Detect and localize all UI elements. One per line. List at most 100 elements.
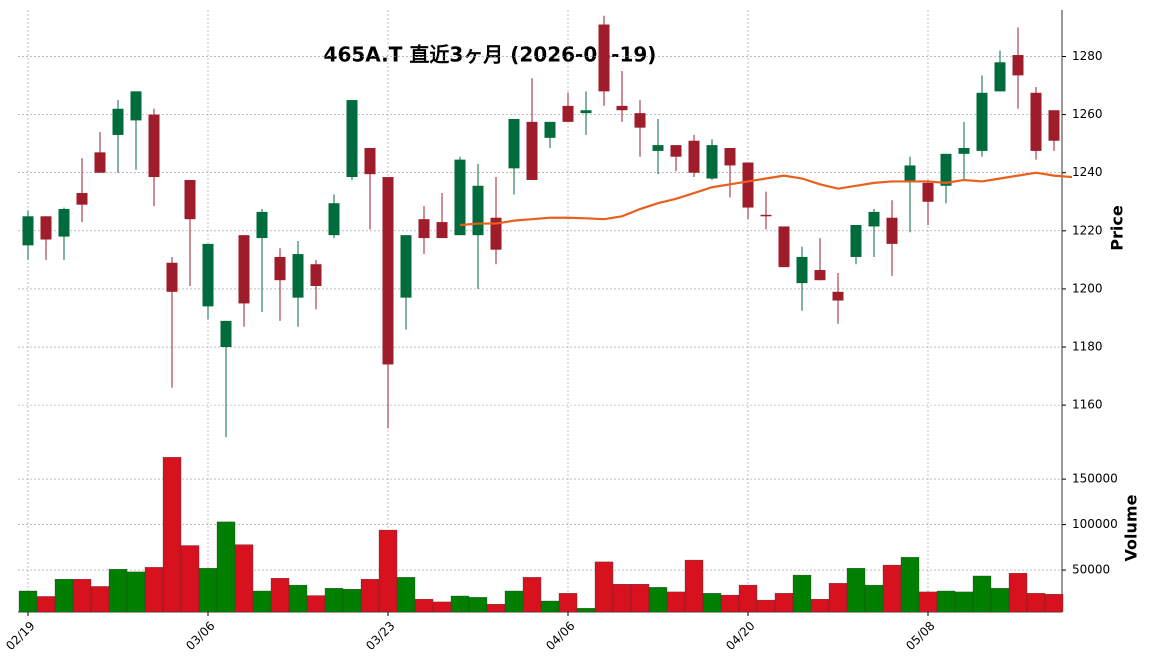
y-tick-label: 1220 (1072, 223, 1103, 237)
volume-bar (504, 590, 524, 613)
y-axis-label: Price (1108, 205, 1127, 251)
candle-body (508, 118, 520, 169)
candle-body (544, 121, 556, 138)
candle-body (1030, 92, 1042, 151)
volume-axis-label: Volume (1122, 494, 1141, 561)
candle-body (112, 108, 124, 135)
volume-bar (36, 596, 56, 613)
candle-body (346, 100, 358, 178)
candle-body (382, 177, 394, 365)
volume-bar (342, 589, 362, 613)
volume-bar (18, 590, 38, 613)
candle-body (400, 235, 412, 298)
volume-bar (864, 584, 884, 613)
candle-body (148, 114, 160, 178)
candle-body (760, 214, 772, 217)
candle-body (688, 140, 700, 173)
volume-bar (378, 529, 398, 613)
volume-bar (414, 599, 434, 613)
volume-bar (288, 584, 308, 613)
candle-body (220, 320, 232, 348)
volume-bar (810, 599, 830, 613)
volume-bar (774, 593, 794, 613)
y-tick-label: 1260 (1072, 107, 1103, 121)
candle-body (886, 217, 898, 244)
volume-bar (468, 597, 488, 613)
candle-body (976, 92, 988, 151)
volume-bar (972, 575, 992, 613)
candle-body (40, 216, 52, 240)
volume-bar (72, 579, 92, 613)
x-tick-label: 05/08 (903, 619, 937, 653)
candle-body (328, 203, 340, 236)
y-tick-label: 1180 (1072, 340, 1103, 354)
candle-body (418, 219, 430, 239)
y-tick-label: 1200 (1072, 281, 1103, 295)
candle-body (616, 105, 628, 111)
x-tick-label: 02/19 (3, 619, 37, 653)
volume-bar (900, 557, 920, 613)
volume-bar (90, 586, 110, 613)
candle-body (922, 182, 934, 202)
volume-bar (108, 569, 128, 613)
candle-body (1048, 110, 1060, 141)
volume-bar (198, 568, 218, 613)
volume-bar (882, 564, 902, 613)
candle-body (76, 193, 88, 205)
volume-bar (54, 579, 74, 613)
candle-body (454, 159, 466, 236)
candle-body (670, 145, 682, 157)
candle-body (742, 162, 754, 208)
candle-body (814, 270, 826, 281)
volume-bar (144, 567, 164, 613)
volume-bar (558, 593, 578, 613)
y-tick-label: 50000 (1072, 563, 1110, 577)
candle-body (652, 145, 664, 151)
volume-bar (1026, 593, 1046, 613)
candle-body (598, 24, 610, 92)
candle-body (202, 243, 214, 307)
volume-bar (1008, 573, 1028, 613)
candle-body (832, 291, 844, 301)
candle-body (364, 148, 376, 175)
volume-bar (594, 561, 614, 613)
candle-body (58, 209, 70, 237)
candle-body (130, 91, 142, 121)
volume-bar (522, 577, 542, 613)
volume-bar (576, 608, 596, 613)
volume-bar (324, 588, 344, 613)
candle-body (256, 211, 268, 239)
volume-bar (162, 457, 182, 613)
candle-body (526, 121, 538, 180)
volume-bar (126, 571, 146, 613)
volume-bar (252, 590, 272, 613)
candle-body (472, 185, 484, 236)
candle-body (706, 145, 718, 179)
candle-body (1012, 55, 1024, 76)
volume-bar (306, 595, 326, 613)
x-tick-label: 03/23 (363, 619, 397, 653)
moving-average (459, 171, 1073, 227)
volume-bar (846, 568, 866, 613)
y-tick-label: 150000 (1072, 472, 1118, 486)
candle-body (724, 148, 736, 166)
volume-bar (936, 590, 956, 613)
candle-body (238, 235, 250, 304)
volume-bar (216, 521, 236, 613)
y-tick-label: 1280 (1072, 49, 1103, 63)
candle-body (958, 148, 970, 154)
volume-bar (1044, 594, 1064, 613)
volume-bar (954, 591, 974, 613)
candle-body (850, 225, 862, 257)
volume-bar (666, 591, 686, 613)
candle-body (436, 222, 448, 239)
candle-body (184, 179, 196, 220)
volume-bar (828, 583, 848, 613)
candle-body (868, 211, 880, 227)
volume-bar (684, 559, 704, 613)
volume-bar (918, 591, 938, 613)
candle-body (778, 226, 790, 268)
volume-bar (486, 604, 506, 613)
candle-body (634, 113, 646, 128)
